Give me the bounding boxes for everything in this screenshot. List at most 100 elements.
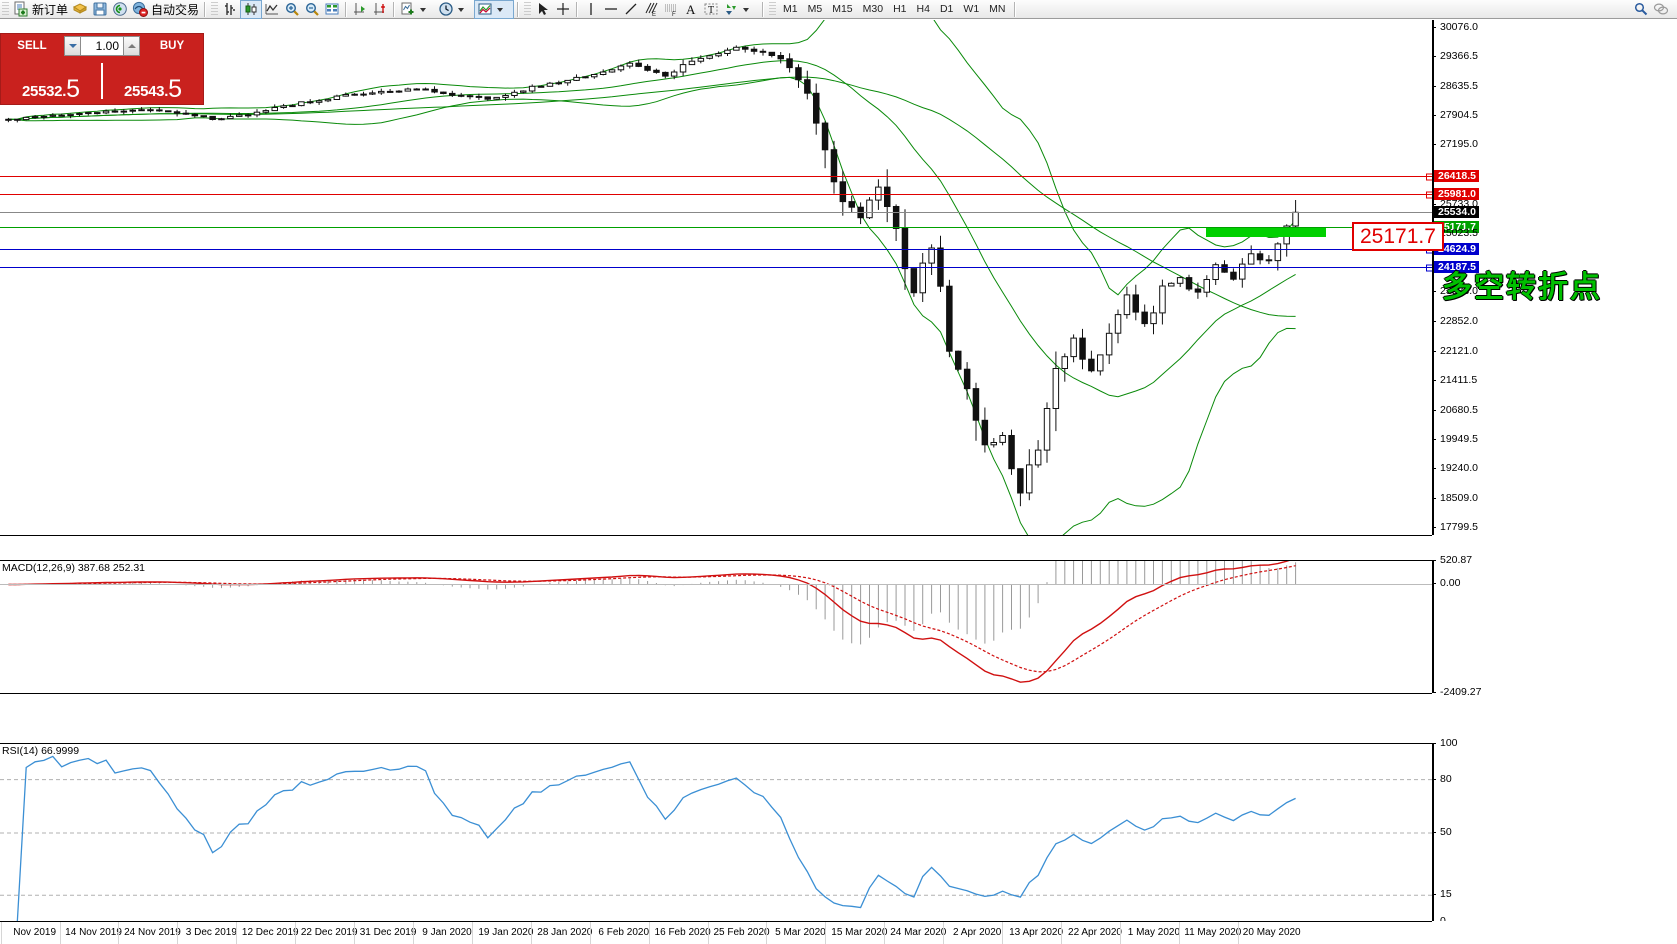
chart-shift-button[interactable]	[370, 1, 390, 18]
highlight-rectangle[interactable]	[1206, 228, 1326, 237]
shapes-tool-button[interactable]	[721, 1, 759, 18]
templates-button[interactable]	[474, 0, 515, 19]
price-level-label[interactable]: 25981.0	[1434, 187, 1479, 200]
timeframe-m15[interactable]: M15	[832, 3, 853, 15]
volume-increment-button[interactable]	[123, 36, 140, 56]
candlestick-chart-button[interactable]	[240, 0, 263, 19]
timeframe-w1[interactable]: W1	[963, 3, 980, 15]
macd-axis[interactable]: 520.87 0.00 -2409.27	[1432, 554, 1677, 698]
horizontal-line-tool-button[interactable]	[601, 1, 621, 18]
price-axis-tick	[1432, 291, 1436, 293]
date-axis-label: 31 Dec 2019	[359, 927, 417, 938]
buy-price[interactable]: 25543 . 5	[103, 58, 203, 104]
line-chart-button[interactable]	[262, 1, 282, 18]
price-chart-pane[interactable]	[0, 20, 1432, 536]
timeframe-toolbar-grip[interactable]	[769, 1, 777, 17]
svg-text:A: A	[686, 2, 696, 17]
price-level-label[interactable]: 25171.7	[1434, 220, 1479, 233]
rsi-indicator-pane[interactable]: RSI(14) 66.9999	[0, 743, 1432, 923]
toolbar-separator-1	[204, 1, 207, 17]
volume-decrement-button[interactable]	[64, 36, 81, 56]
save-picture-button[interactable]	[90, 1, 110, 18]
price-axis[interactable]: 30076.0 29366.5 28635.5 27904.5 27195.0 26418…	[1432, 20, 1677, 535]
macd-indicator-pane[interactable]: MACD(12,26,9) 387.68 252.31	[0, 560, 1432, 694]
toolbar-separator-4	[517, 1, 520, 17]
data-window-button[interactable]	[322, 1, 342, 18]
date-axis-tick	[1060, 922, 1062, 944]
chinese-annotation-label[interactable]: 多空转折点	[1442, 270, 1602, 305]
draw-toolbar-grip[interactable]	[524, 1, 532, 17]
fibonacci-tool-button[interactable]: E	[641, 1, 661, 18]
price-level-label[interactable]: 24187.5	[1434, 260, 1479, 273]
buy-button[interactable]: BUY	[159, 40, 185, 52]
volume-input[interactable]: 1.00	[81, 36, 123, 56]
trendline-tool-button[interactable]	[621, 1, 641, 18]
text-label-tool-button[interactable]: A	[681, 1, 701, 18]
indicators-button[interactable]	[398, 1, 436, 18]
price-callout-box[interactable]: 25171.7	[1352, 222, 1444, 251]
timeframe-h1[interactable]: H1	[893, 3, 907, 15]
price-level-line[interactable]	[0, 211, 1432, 213]
price-level-label[interactable]: 26418.5	[1434, 169, 1479, 182]
price-axis-tick-label: 23583.0	[1440, 285, 1478, 298]
periods-button[interactable]	[436, 1, 474, 18]
date-axis-tick	[177, 922, 179, 944]
template-button[interactable]	[70, 1, 90, 18]
templates-icon	[477, 1, 493, 17]
bar-chart-button[interactable]	[220, 1, 240, 18]
date-axis-label: 16 Feb 2020	[654, 927, 711, 938]
chevron-down-icon[interactable]	[418, 1, 434, 17]
clock-icon	[438, 1, 454, 17]
toolbar-grip[interactable]	[2, 1, 9, 17]
chat-button[interactable]	[1651, 1, 1671, 18]
server-connect-button[interactable]	[110, 1, 130, 18]
timeframe-m1[interactable]: M1	[783, 3, 798, 15]
rsi-axis[interactable]: 1008050150	[1432, 737, 1677, 927]
price-level-line[interactable]	[0, 266, 1432, 268]
one-click-trading-panel[interactable]: SELL 1.00 BUY 25532 . 5 25543 . 5	[0, 33, 204, 105]
timeframe-h4[interactable]: H4	[916, 3, 930, 15]
chevron-down-icon[interactable]	[741, 1, 757, 17]
crosshair-tool-button[interactable]	[553, 1, 573, 18]
price-level-line[interactable]	[0, 249, 1432, 250]
timeframe-m5[interactable]: M5	[807, 3, 823, 15]
chart-toolbar-grip[interactable]	[211, 1, 219, 17]
timeframe-d1[interactable]: D1	[939, 3, 954, 15]
toolbar-separator-6	[762, 1, 765, 17]
save-picture-icon	[92, 1, 108, 17]
date-axis-label: 11 May 2020	[1184, 927, 1242, 938]
timeframe-m30[interactable]: M30	[862, 3, 884, 15]
new-order-button[interactable]: 新订单	[11, 1, 70, 18]
rsi-canvas	[0, 755, 1432, 922]
volume-stepper[interactable]: 1.00	[64, 36, 140, 56]
cursor-tool-button[interactable]	[533, 1, 553, 18]
price-level-line[interactable]	[0, 193, 1432, 195]
search-button[interactable]	[1631, 1, 1651, 18]
auto-scroll-button[interactable]	[350, 1, 370, 18]
price-level-line[interactable]	[0, 175, 1432, 177]
zoom-in-button[interactable]	[282, 1, 302, 18]
chevron-down-icon[interactable]	[456, 1, 472, 17]
price-axis-tick-label: 22852.0	[1440, 315, 1478, 328]
date-axis[interactable]: Nov 2019 14 Nov 2019 24 Nov 2019 3 Dec 2019…	[0, 921, 1432, 944]
buy-price-fraction: 5	[168, 74, 182, 103]
date-axis-tick	[884, 922, 886, 944]
zoom-out-button[interactable]	[302, 1, 322, 18]
chevron-down-icon[interactable]	[495, 1, 511, 17]
price-level-label[interactable]: 25534.0	[1434, 205, 1479, 218]
price-level-label[interactable]: 24624.9	[1434, 243, 1479, 255]
auto-trading-button[interactable]: 自动交易	[130, 1, 201, 18]
sell-button[interactable]: SELL	[17, 40, 47, 52]
date-axis-label: 5 Mar 2020	[775, 927, 826, 938]
date-axis-tick	[943, 922, 945, 944]
axis-tick	[1432, 832, 1436, 833]
timeframe-mn[interactable]: MN	[989, 3, 1006, 15]
price-axis-tick	[1432, 203, 1436, 205]
text-box-tool-button[interactable]: T	[701, 1, 721, 18]
vertical-line-tool-button[interactable]	[581, 1, 601, 18]
toolbar-separator-2	[345, 1, 348, 17]
price-level-line[interactable]	[0, 226, 1432, 228]
channel-tool-button[interactable]: F	[661, 1, 681, 18]
price-axis-tick-label: 27904.5	[1440, 109, 1478, 122]
sell-price[interactable]: 25532 . 5	[1, 58, 101, 104]
